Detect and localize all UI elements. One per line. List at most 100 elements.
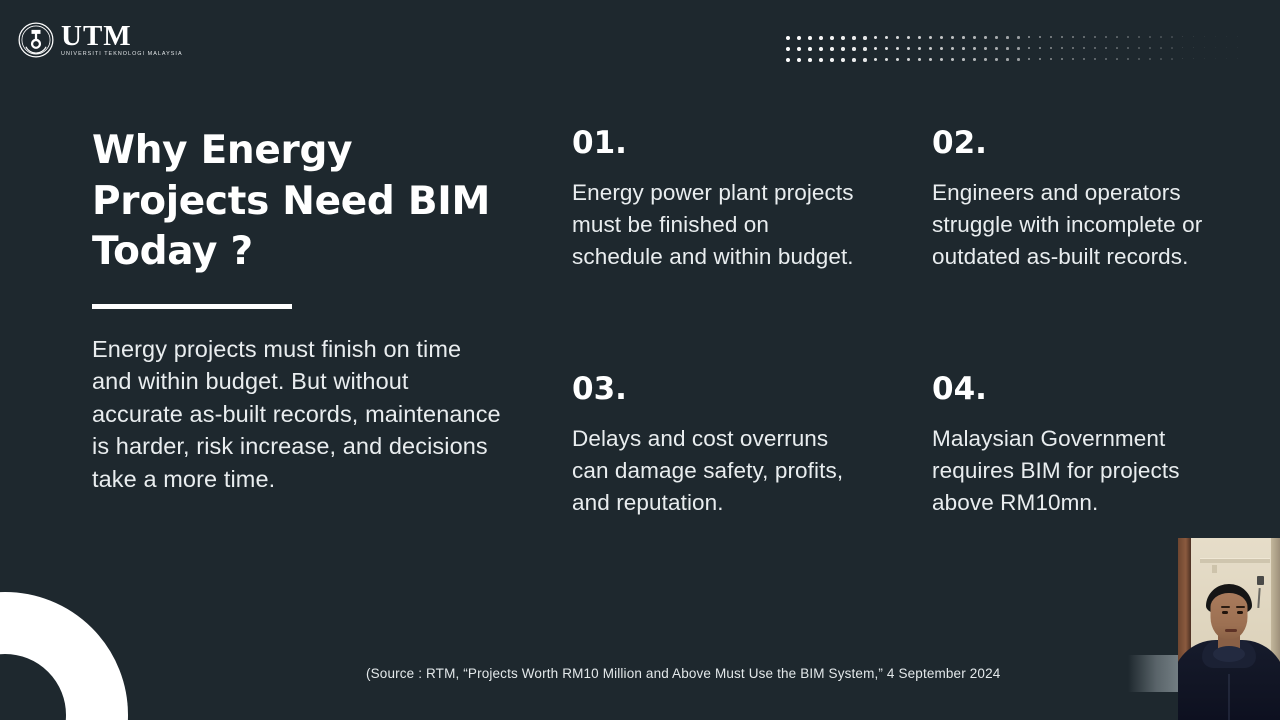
dot	[852, 47, 856, 51]
dot	[797, 47, 801, 51]
webcam-hoodie-seam	[1228, 674, 1230, 720]
dot	[1160, 58, 1162, 60]
dot	[896, 36, 900, 40]
dot	[841, 36, 845, 40]
dot	[1116, 36, 1118, 38]
dot	[1160, 47, 1162, 49]
dot	[1127, 47, 1129, 49]
dot	[874, 58, 878, 62]
point-number: 02.	[932, 125, 987, 161]
dot	[1050, 58, 1053, 61]
dot	[1226, 47, 1228, 49]
dot	[984, 47, 987, 50]
dot	[808, 58, 812, 62]
dot	[1072, 58, 1075, 61]
dot	[819, 47, 823, 51]
dot	[918, 58, 922, 62]
dot	[1226, 58, 1228, 60]
dot	[1028, 58, 1031, 61]
dot	[1061, 58, 1064, 61]
point-item-02: 02. Engineers and operators struggle wit…	[932, 128, 1224, 273]
dot	[1094, 58, 1097, 61]
dot	[1083, 58, 1086, 61]
dot	[1094, 36, 1097, 39]
dot	[852, 36, 856, 40]
source-citation: (Source : RTM, “Projects Worth RM10 Mill…	[366, 666, 1001, 681]
dot	[1061, 36, 1064, 39]
dot	[1171, 36, 1173, 38]
presenter-video-tile[interactable]	[1178, 538, 1280, 720]
dot	[819, 36, 823, 40]
dot	[797, 58, 801, 62]
dot	[1105, 36, 1107, 38]
webcam-person-eye-left	[1222, 611, 1228, 614]
webcam-person-eye-right	[1237, 611, 1243, 614]
point-text: Energy power plant projects must be fini…	[572, 180, 854, 269]
point-text: Delays and cost overruns can damage safe…	[572, 426, 844, 515]
dot	[1006, 36, 1009, 39]
dot	[1182, 47, 1184, 49]
dot	[1149, 47, 1151, 49]
dot	[1193, 58, 1195, 60]
dot	[907, 36, 911, 40]
dot	[863, 47, 867, 51]
dot	[1160, 36, 1162, 38]
dot	[973, 58, 976, 61]
dot	[1105, 58, 1107, 60]
dot	[907, 58, 911, 62]
dot	[841, 47, 845, 51]
dot	[808, 36, 812, 40]
dot	[962, 47, 965, 50]
point-number: 04.	[932, 371, 987, 407]
dot	[995, 58, 998, 61]
dot	[885, 36, 889, 40]
dot	[885, 58, 889, 62]
dot	[830, 36, 834, 40]
dot	[786, 47, 790, 51]
utm-wordmark: UTM	[61, 20, 132, 53]
dot	[1171, 58, 1173, 60]
left-column: Why Energy Projects Need BIM Today ? Ene…	[92, 126, 502, 495]
dot	[1105, 47, 1107, 49]
dot	[940, 47, 943, 50]
dot	[1083, 36, 1086, 39]
intro-paragraph: Energy projects must finish on time and …	[92, 336, 501, 492]
point-text: Engineers and operators struggle with in…	[932, 180, 1203, 269]
webcam-right-wall	[1271, 538, 1280, 720]
dot	[830, 58, 834, 62]
dot	[1116, 58, 1118, 60]
toolbar-fade-artifact	[1128, 655, 1180, 692]
utm-emblem-icon	[18, 22, 54, 58]
dot	[1204, 47, 1206, 49]
dot	[984, 36, 987, 39]
dot	[1215, 58, 1217, 60]
dot	[874, 36, 878, 40]
dot	[951, 36, 954, 39]
point-item-04: 04. Malaysian Government requires BIM fo…	[932, 374, 1224, 519]
dot	[1204, 36, 1206, 38]
dot	[1039, 58, 1042, 61]
dot	[896, 47, 900, 51]
dot	[929, 58, 933, 62]
dot	[1127, 36, 1129, 38]
dot	[1138, 47, 1140, 49]
dot	[1215, 47, 1217, 49]
dot	[1182, 36, 1184, 38]
dot	[819, 58, 823, 62]
dot	[1094, 47, 1097, 50]
dot	[830, 47, 834, 51]
dot	[786, 58, 790, 62]
dot	[1072, 47, 1075, 50]
point-number: 03.	[572, 371, 627, 407]
dot	[1193, 47, 1195, 49]
point-item-01: 01. Energy power plant projects must be …	[572, 128, 864, 273]
dot	[951, 58, 954, 61]
dot	[1006, 47, 1009, 50]
dot	[863, 36, 867, 40]
webcam-person-mouth	[1225, 629, 1237, 632]
point-item-03: 03. Delays and cost overruns can damage …	[572, 374, 864, 519]
dot	[1193, 36, 1195, 38]
dot	[940, 58, 943, 61]
point-number: 01.	[572, 125, 627, 161]
